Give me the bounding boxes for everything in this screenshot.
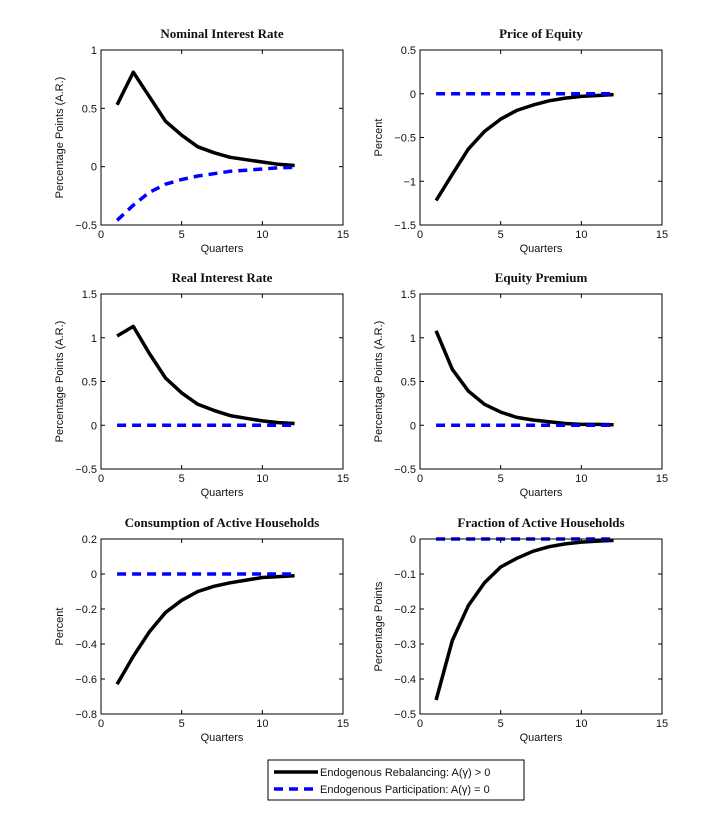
x-tick-label: 0 — [98, 718, 104, 730]
y-tick-label: −0.5 — [394, 133, 416, 145]
x-tick-label: 15 — [656, 229, 668, 241]
x-tick-label: 10 — [256, 473, 268, 485]
x-tick-label: 15 — [656, 473, 668, 485]
x-tick-label: 5 — [498, 718, 504, 730]
axes-frame — [419, 538, 663, 715]
y-axis-label: Percentage Points (A.R.) — [373, 321, 385, 443]
x-tick-label: 0 — [98, 473, 104, 485]
y-tick-label: 0 — [410, 420, 416, 432]
y-tick-label: −0.5 — [394, 464, 416, 476]
x-tick-label: 0 — [417, 229, 423, 241]
y-tick-label: 1 — [91, 45, 97, 57]
series-line-rebalancing — [434, 538, 614, 701]
y-tick-label: 0.5 — [82, 377, 97, 389]
y-tick-label: 1 — [91, 333, 97, 345]
y-tick-label: −0.8 — [75, 709, 97, 721]
y-tick-label: 0 — [91, 569, 97, 581]
y-tick-label: −0.4 — [394, 674, 416, 686]
y-tick-label: 0.5 — [401, 45, 416, 57]
x-tick-label: 15 — [656, 718, 668, 730]
series-line-participation — [115, 165, 295, 222]
x-tick-label: 5 — [179, 229, 185, 241]
y-tick-label: −0.6 — [75, 674, 97, 686]
legend-box — [267, 759, 525, 801]
x-axis-label: Quarters — [520, 243, 563, 255]
y-tick-label: −1.5 — [394, 220, 416, 232]
y-tick-label: −0.2 — [75, 604, 97, 616]
x-tick-label: 0 — [417, 473, 423, 485]
x-axis-label: Quarters — [520, 732, 563, 744]
x-tick-label: 15 — [337, 718, 349, 730]
y-axis-label: Percentage Points — [373, 581, 385, 671]
y-axis-label: Percent — [373, 119, 385, 157]
y-tick-label: 0 — [91, 420, 97, 432]
y-tick-label: −0.2 — [394, 604, 416, 616]
axes-frame — [419, 49, 663, 226]
panel-fraction-of-active-households: Fraction of Active Households 0 5 10 15 −0.5 −… — [373, 515, 668, 744]
y-tick-label: 1 — [410, 333, 416, 345]
x-tick-label: 15 — [337, 229, 349, 241]
x-tick-label: 5 — [498, 473, 504, 485]
panel-title: Nominal Interest Rate — [160, 26, 283, 41]
panel-price-of-equity: Price of Equity 0 5 10 15 −1.5 −1 −0.5 0 0.5 Quart… — [373, 26, 668, 255]
panel-title: Price of Equity — [499, 26, 583, 41]
y-tick-label: 0.2 — [82, 534, 97, 546]
axes-frame — [100, 293, 344, 470]
x-tick-label: 10 — [575, 229, 587, 241]
series-line-rebalancing — [115, 574, 295, 686]
axes-frame — [100, 538, 344, 715]
y-tick-label: −0.5 — [75, 220, 97, 232]
x-tick-label: 0 — [98, 229, 104, 241]
x-tick-label: 5 — [179, 473, 185, 485]
series-line-rebalancing — [116, 324, 295, 426]
legend-label-dashed: Endogenous Participation: A(γ) = 0 — [320, 784, 490, 796]
x-tick-label: 15 — [337, 473, 349, 485]
panel-title: Fraction of Active Households — [457, 515, 624, 530]
y-axis-label: Percentage Points (A.R.) — [54, 321, 66, 443]
y-tick-label: −0.5 — [75, 464, 97, 476]
series-line-rebalancing — [115, 70, 295, 168]
x-tick-label: 10 — [575, 718, 587, 730]
y-tick-label: 0 — [91, 162, 97, 174]
y-tick-label: −0.5 — [394, 709, 416, 721]
y-tick-label: −0.3 — [394, 639, 416, 651]
series-line-rebalancing — [434, 92, 614, 202]
x-tick-label: 10 — [575, 473, 587, 485]
legend-label-solid: Endogenous Rebalancing: A(γ) > 0 — [320, 767, 490, 779]
x-axis-label: Quarters — [201, 243, 244, 255]
y-tick-label: 0.5 — [401, 377, 416, 389]
y-tick-label: 0 — [410, 89, 416, 101]
panel-title: Equity Premium — [495, 270, 588, 285]
x-axis-label: Quarters — [520, 487, 563, 499]
series-line-rebalancing — [434, 330, 614, 427]
y-tick-label: −0.1 — [394, 569, 416, 581]
x-tick-label: 5 — [498, 229, 504, 241]
x-axis-label: Quarters — [201, 487, 244, 499]
y-tick-label: 0.5 — [82, 103, 97, 115]
y-tick-label: −0.4 — [75, 639, 97, 651]
axes-frame — [419, 293, 663, 470]
y-tick-label: 1.5 — [401, 289, 416, 301]
panel-consumption-of-active-households: Consumption of Active Households 0 5 10 15 −0… — [54, 515, 349, 744]
y-tick-label: −1 — [403, 176, 416, 188]
y-tick-label: 0 — [410, 534, 416, 546]
y-axis-label: Percentage Points (A.R.) — [54, 77, 66, 199]
legend: Endogenous Rebalancing: A(γ) > 0 Endogen… — [267, 759, 525, 801]
x-tick-label: 5 — [179, 718, 185, 730]
x-tick-label: 0 — [417, 718, 423, 730]
x-tick-label: 10 — [256, 718, 268, 730]
axes-frame — [100, 49, 344, 226]
y-tick-label: 1.5 — [82, 289, 97, 301]
x-tick-label: 10 — [256, 229, 268, 241]
panel-title: Consumption of Active Households — [125, 515, 320, 530]
y-axis-label: Percent — [54, 608, 66, 646]
x-axis-label: Quarters — [201, 732, 244, 744]
panel-title: Real Interest Rate — [172, 270, 273, 285]
